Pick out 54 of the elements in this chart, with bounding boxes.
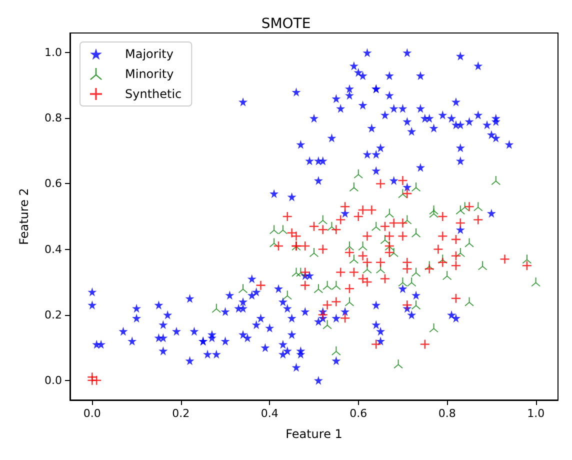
x-tick-label: 0.8 xyxy=(438,407,456,420)
legend-label: Majority xyxy=(125,47,174,61)
point xyxy=(344,297,354,306)
y-axis-title: Feature 2 xyxy=(17,188,31,245)
point xyxy=(332,280,341,290)
point xyxy=(412,228,421,238)
point xyxy=(456,205,465,214)
point xyxy=(282,290,292,300)
point xyxy=(270,225,279,234)
point xyxy=(412,182,421,192)
point xyxy=(238,284,248,294)
point xyxy=(212,304,221,313)
point xyxy=(314,284,323,294)
x-axis-title: Feature 1 xyxy=(286,427,342,441)
y-tick-label: 0.0 xyxy=(44,374,62,387)
legend-label: Synthetic xyxy=(125,87,182,101)
point xyxy=(478,261,488,270)
point xyxy=(394,359,403,368)
point xyxy=(442,270,452,280)
point xyxy=(318,215,328,224)
point xyxy=(310,248,318,258)
y-tick-label: 0.6 xyxy=(44,177,62,190)
point xyxy=(412,268,421,277)
point xyxy=(278,225,288,234)
point xyxy=(474,202,483,212)
point xyxy=(531,278,540,287)
point xyxy=(349,254,358,264)
x-tick-label: 0.0 xyxy=(83,407,101,420)
point xyxy=(412,300,421,310)
point xyxy=(429,205,438,214)
point xyxy=(429,323,438,332)
point xyxy=(322,320,332,330)
point xyxy=(332,346,341,356)
x-tick-label: 0.2 xyxy=(172,407,190,420)
y-tick-label: 0.4 xyxy=(44,242,62,256)
legend-label: Minority xyxy=(125,67,174,81)
x-tick-label: 0.6 xyxy=(350,407,368,420)
point xyxy=(354,169,363,178)
point xyxy=(464,297,474,306)
x-tick-label: 0.4 xyxy=(260,407,278,420)
point xyxy=(344,241,354,250)
y-tick-label: 0.8 xyxy=(44,112,62,125)
point xyxy=(464,238,474,248)
point xyxy=(384,208,394,218)
y-tick-label: 0.2 xyxy=(44,308,62,322)
point xyxy=(491,176,500,185)
point xyxy=(358,241,368,250)
y-tick-label: 1.0 xyxy=(44,46,62,60)
chart-title: SMOTE xyxy=(261,16,311,32)
point xyxy=(372,222,381,231)
point xyxy=(322,280,332,290)
x-tick-label: 1.0 xyxy=(527,407,545,420)
point xyxy=(349,182,358,192)
point xyxy=(407,278,416,287)
